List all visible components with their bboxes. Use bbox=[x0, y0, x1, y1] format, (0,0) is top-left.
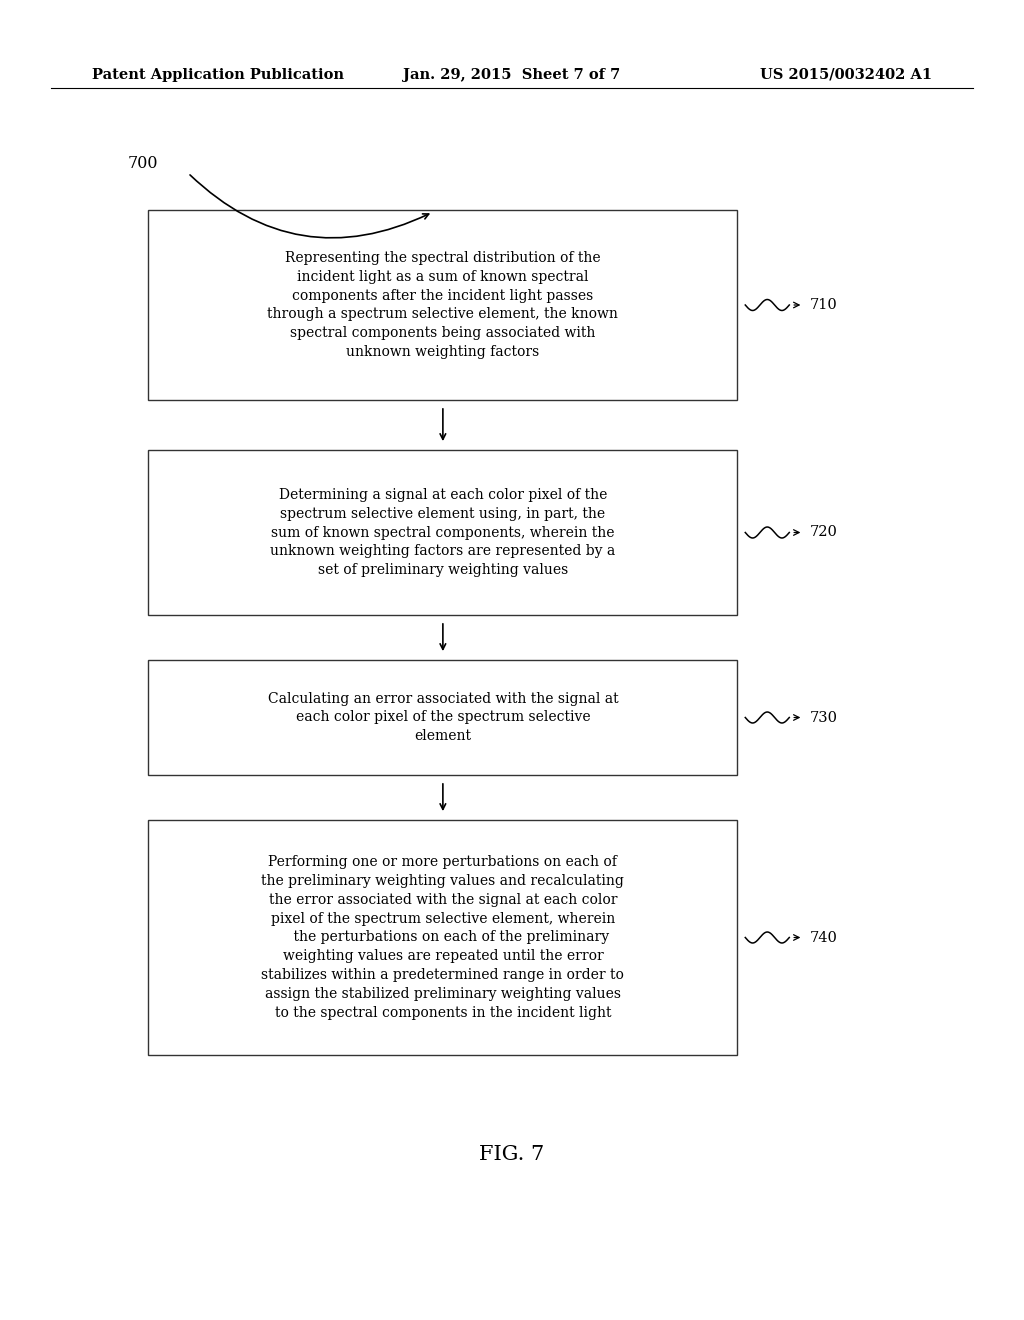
Text: 740: 740 bbox=[809, 931, 838, 945]
Text: US 2015/0032402 A1: US 2015/0032402 A1 bbox=[760, 69, 932, 82]
Text: FIG. 7: FIG. 7 bbox=[479, 1146, 545, 1164]
Bar bbox=[148, 210, 737, 400]
Text: Jan. 29, 2015  Sheet 7 of 7: Jan. 29, 2015 Sheet 7 of 7 bbox=[403, 69, 621, 82]
Text: 720: 720 bbox=[809, 525, 838, 540]
Bar bbox=[148, 660, 737, 775]
Text: Performing one or more perturbations on each of
the preliminary weighting values: Performing one or more perturbations on … bbox=[261, 855, 625, 1020]
Bar bbox=[148, 450, 737, 615]
Text: Determining a signal at each color pixel of the
spectrum selective element using: Determining a signal at each color pixel… bbox=[270, 487, 615, 577]
Text: 700: 700 bbox=[128, 154, 159, 172]
Text: Representing the spectral distribution of the
incident light as a sum of known s: Representing the spectral distribution o… bbox=[267, 251, 618, 359]
Text: Patent Application Publication: Patent Application Publication bbox=[92, 69, 344, 82]
Text: 710: 710 bbox=[809, 298, 837, 312]
Text: Calculating an error associated with the signal at
each color pixel of the spect: Calculating an error associated with the… bbox=[267, 692, 618, 743]
Text: 730: 730 bbox=[809, 710, 838, 725]
Bar bbox=[148, 820, 737, 1055]
